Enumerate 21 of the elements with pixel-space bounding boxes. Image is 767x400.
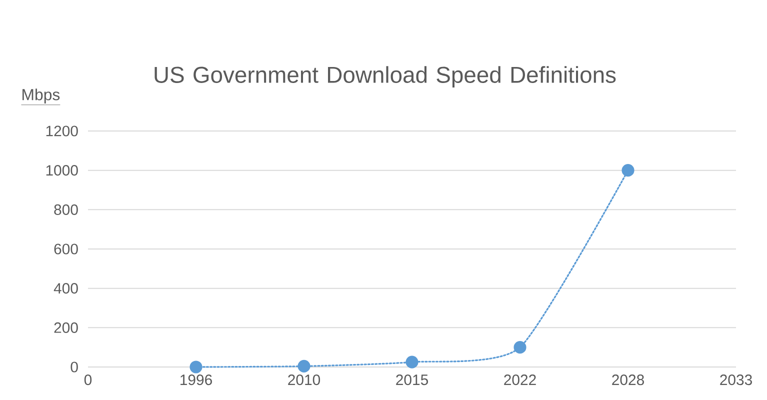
x-tick-label: 2033 — [720, 374, 752, 386]
y-tick-label: 0 — [70, 362, 78, 372]
point — [298, 360, 310, 372]
point — [406, 356, 418, 368]
x-tick-label: 0 — [84, 374, 92, 386]
y-tick-label: 1200 — [46, 126, 78, 136]
x-tick-label: 2010 — [288, 374, 320, 386]
y-tick-label: 1000 — [46, 165, 78, 176]
point — [622, 164, 634, 177]
x-tick-label: 2028 — [612, 374, 644, 386]
y-tick-label: 800 — [54, 204, 78, 215]
point — [514, 341, 526, 354]
y-tick-label: 200 — [54, 322, 78, 333]
x-tick-label: 1996 — [180, 374, 212, 386]
y-tick-label: 600 — [54, 244, 78, 254]
chart-title: US Government Download Speed Definitions — [154, 66, 616, 88]
x-tick-label: 2015 — [396, 374, 428, 386]
y-axis-title: Mbps — [22, 88, 60, 104]
x-tick-label: 2022 — [504, 374, 536, 386]
point — [190, 360, 202, 374]
y-tick-label: 400 — [54, 283, 78, 294]
